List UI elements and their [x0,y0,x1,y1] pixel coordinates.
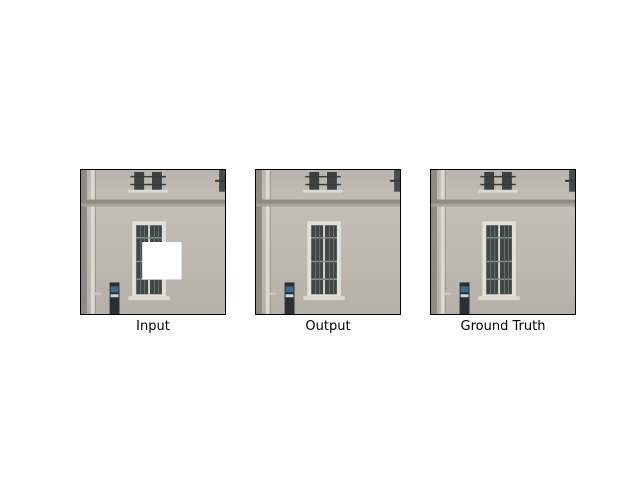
mask-patch [142,242,182,280]
input-caption: Input [136,319,170,334]
output-image [255,169,401,315]
ground-truth-image [430,169,576,315]
output-facade-image [256,170,400,314]
input-image [80,169,226,315]
ground-truth-caption: Ground Truth [460,319,546,334]
ground-truth-facade-image [431,170,575,314]
input-facade-image [81,170,225,314]
output-caption: Output [305,319,351,334]
